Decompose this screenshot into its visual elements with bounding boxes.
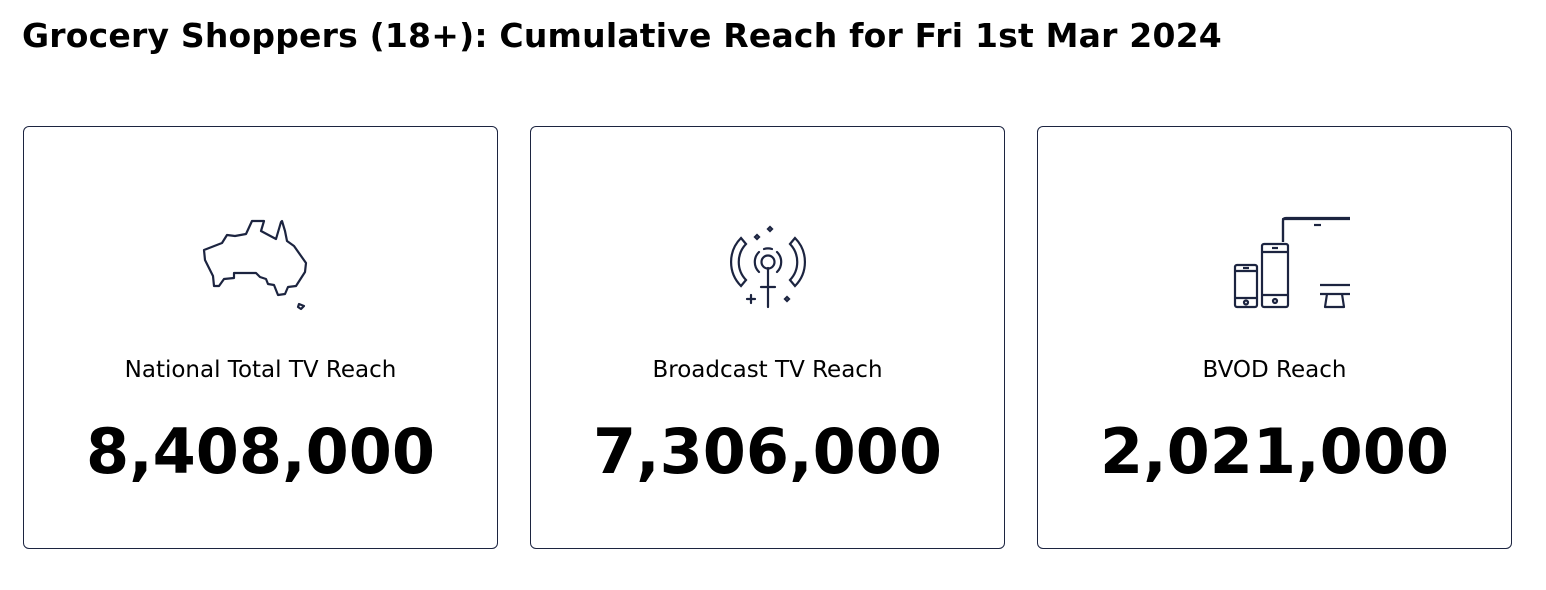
card-bvod-reach: BVOD Reach 2,021,000 (1037, 126, 1512, 549)
card-value: 2,021,000 (1099, 415, 1450, 488)
card-value: 7,306,000 (592, 415, 943, 488)
card-label: National Total TV Reach (124, 357, 397, 383)
card-label: Broadcast TV Reach (652, 357, 883, 383)
card-label: BVOD Reach (1202, 357, 1347, 383)
card-value: 8,408,000 (85, 415, 436, 488)
card-national-total-tv-reach: National Total TV Reach 8,408,000 (23, 126, 498, 549)
australia-map-icon (186, 207, 336, 317)
page-title: Grocery Shoppers (18+): Cumulative Reach… (22, 16, 1222, 55)
broadcast-antenna-icon (693, 207, 843, 317)
card-broadcast-tv-reach: Broadcast TV Reach 7,306,000 (530, 126, 1005, 549)
devices-icon (1200, 207, 1353, 317)
